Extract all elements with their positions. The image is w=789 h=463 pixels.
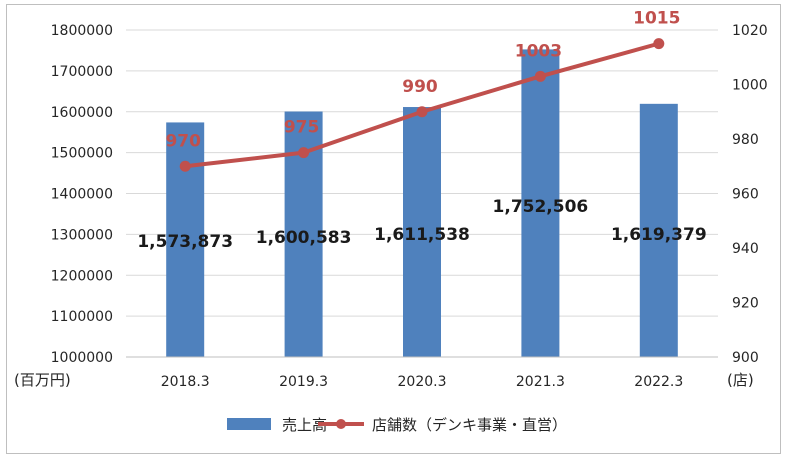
line-value-label: 1015 [633, 9, 680, 29]
line-marker-2020.3 [416, 106, 428, 118]
x-tick-label: 2021.3 [516, 374, 565, 390]
left-tick-label: 1100000 [51, 309, 113, 325]
x-tick-label: 2020.3 [398, 374, 447, 390]
left-tick-label: 1700000 [51, 64, 113, 80]
left-axis: 1000000 1100000 1200000 1300000 1400000 15000… [51, 23, 113, 366]
left-tick-label: 1200000 [51, 268, 113, 284]
legend-swatch-marker [336, 419, 346, 429]
x-tick-label: 2022.3 [634, 374, 683, 390]
x-tick-label: 2019.3 [279, 374, 328, 390]
legend-label-line: 店舗数（デンキ事業・直営） [372, 416, 567, 434]
data-labels: 1,573,873 1,600,583 1,611,538 1,752,506 1,61… [137, 9, 706, 252]
bar-2022.3 [639, 103, 678, 358]
line-value-label: 970 [165, 131, 201, 151]
legend: 売上高 店舗数（デンキ事業・直営） [227, 416, 567, 434]
line-value-label: 975 [284, 118, 320, 138]
bar-value-label: 1,600,583 [256, 228, 352, 248]
left-tick-label: 1400000 [51, 187, 113, 203]
line-series [179, 38, 665, 172]
line-marker-2019.3 [298, 147, 310, 159]
right-tick-label: 900 [732, 350, 759, 366]
right-tick-label: 1000 [732, 78, 768, 94]
left-tick-label: 1800000 [51, 23, 113, 39]
line-value-label: 990 [402, 77, 438, 97]
left-tick-label: 1500000 [51, 146, 113, 162]
x-tick-label: 2018.3 [161, 374, 210, 390]
left-tick-label: 1300000 [51, 227, 113, 243]
line-marker-2021.3 [534, 70, 546, 82]
right-axis-unit: (店) [727, 371, 754, 389]
bar-value-label: 1,752,506 [493, 197, 589, 217]
bar-value-label: 1,611,538 [374, 225, 470, 245]
bar-2021.3 [521, 49, 560, 357]
legend-swatch-bar [227, 418, 271, 430]
right-tick-label: 980 [732, 132, 759, 148]
right-tick-label: 920 [732, 296, 759, 312]
legend-label-bar: 売上高 [282, 416, 327, 434]
right-tick-label: 940 [732, 241, 759, 257]
line-value-label: 1003 [515, 41, 562, 61]
bar-value-label: 1,619,379 [611, 225, 707, 245]
right-axis: 900 920 940 960 980 1000 1020 [732, 23, 768, 366]
left-tick-label: 1600000 [51, 105, 113, 121]
right-tick-label: 960 [732, 187, 759, 203]
left-tick-label: 1000000 [51, 350, 113, 366]
x-axis: 2018.3 2019.3 2020.3 2021.3 2022.3 [126, 356, 718, 390]
line-marker-2022.3 [653, 38, 665, 50]
bar-2020.3 [403, 107, 441, 357]
right-tick-label: 1020 [732, 23, 768, 39]
left-axis-unit: (百万円) [14, 371, 71, 389]
line-marker-2018.3 [179, 160, 191, 172]
bar-value-label: 1,573,873 [137, 232, 233, 252]
